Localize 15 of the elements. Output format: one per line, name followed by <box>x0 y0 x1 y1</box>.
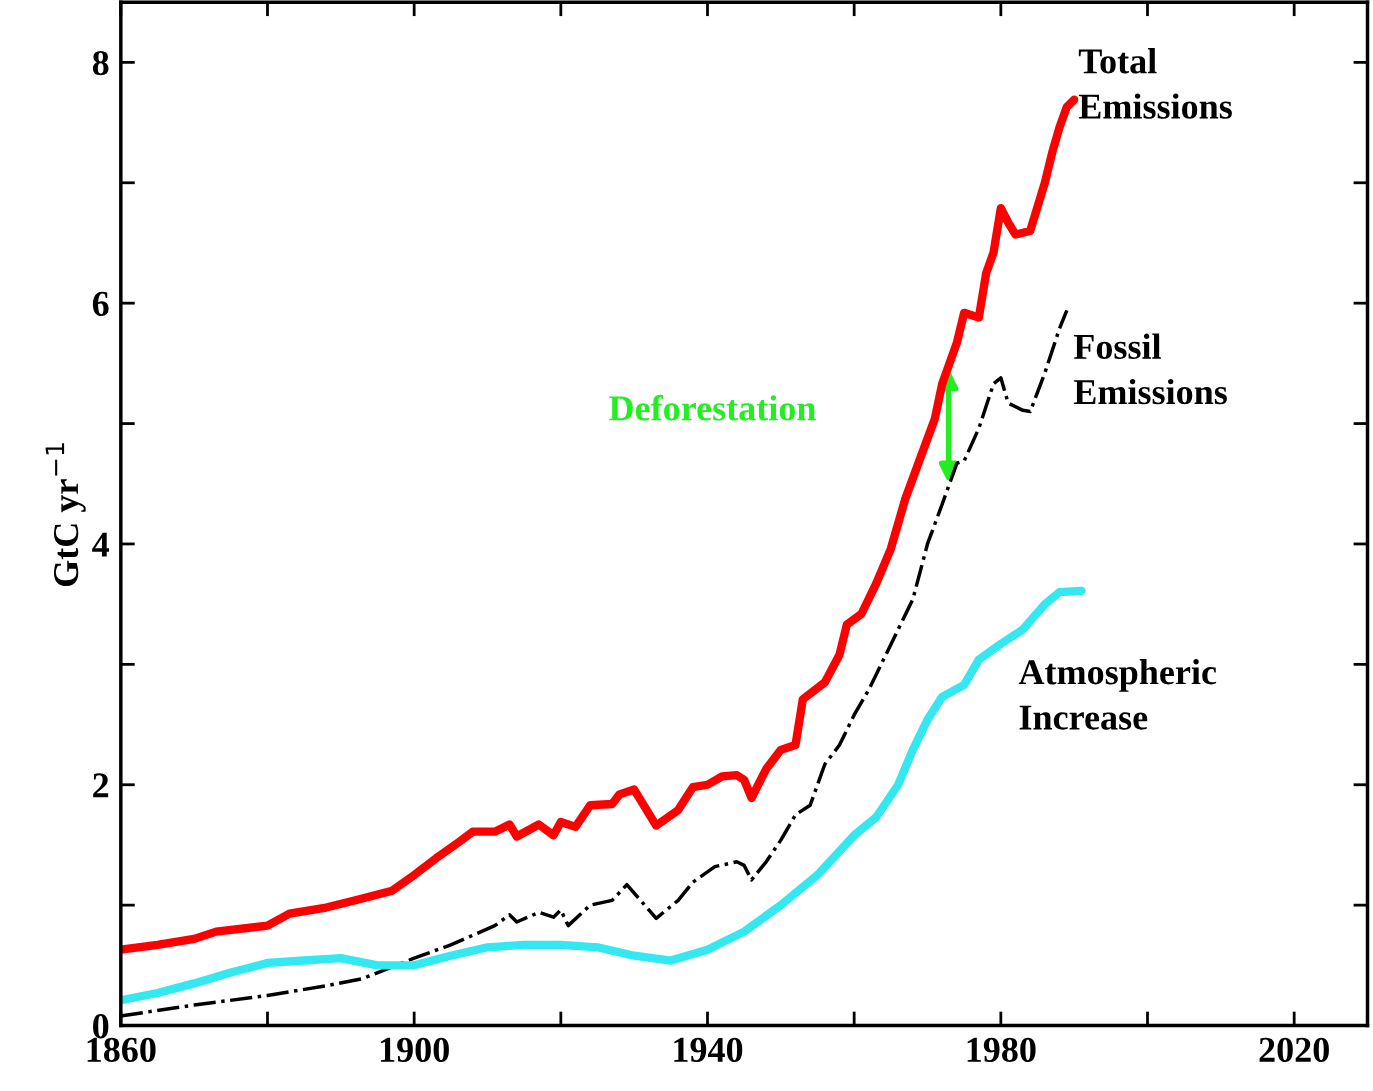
y-tick-label: 8 <box>92 50 109 76</box>
x-tick-label: 1860 <box>87 1037 156 1063</box>
x-tick-label: 1980 <box>967 1037 1036 1063</box>
x-tick-label: 1900 <box>380 1037 449 1063</box>
annotation: Atmospheric Increase <box>1018 659 1217 730</box>
y-tick-label: 0 <box>93 1014 109 1039</box>
x-tick-label: 2020 <box>1259 1037 1329 1063</box>
y-tick-label: 2 <box>93 773 109 798</box>
y-axis-title: GtC yr$^{−1}$ <box>45 443 86 587</box>
annotation: Total Emissions <box>1078 48 1232 119</box>
y-tick-label: 4 <box>92 532 110 557</box>
x-tick-label: 1940 <box>674 1037 743 1063</box>
annotation: Deforestation <box>609 394 816 421</box>
y-tick-label: 6 <box>92 291 109 317</box>
annotation: Fossil Emissions <box>1073 333 1227 405</box>
